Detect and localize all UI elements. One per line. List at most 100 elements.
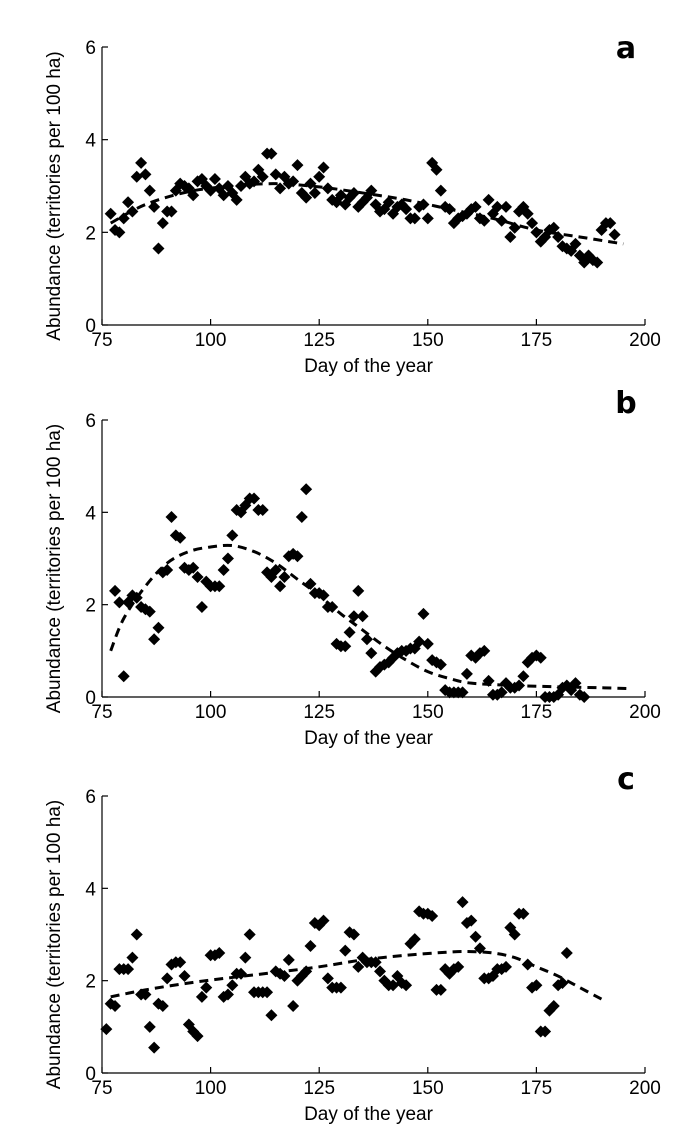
data-point — [248, 492, 261, 505]
data-point — [469, 200, 482, 213]
data-point — [304, 577, 317, 590]
data-point — [387, 979, 400, 992]
data-point — [539, 1025, 552, 1038]
data-point — [278, 570, 291, 583]
data-point — [417, 607, 430, 620]
panel-letter: a — [616, 31, 636, 66]
data-point — [191, 570, 204, 583]
data-point — [400, 203, 413, 216]
data-point — [152, 242, 165, 255]
data-point — [152, 621, 165, 634]
data-point — [291, 550, 304, 563]
data-point — [208, 173, 221, 186]
data-point — [126, 951, 139, 964]
data-point — [556, 976, 569, 989]
x-tick-label: 100 — [195, 330, 227, 351]
data-point — [343, 626, 356, 639]
data-point — [213, 946, 226, 959]
y-tick-label: 6 — [85, 38, 96, 59]
data-point — [195, 600, 208, 613]
data-point — [547, 221, 560, 234]
data-point — [274, 182, 287, 195]
x-tick-label: 175 — [521, 1078, 553, 1099]
data-point — [508, 221, 521, 234]
data-point — [200, 981, 213, 994]
data-point — [434, 184, 447, 197]
y-tick-label: 2 — [85, 972, 96, 993]
data-point — [513, 679, 526, 692]
data-point — [308, 186, 321, 199]
data-point — [300, 965, 313, 978]
data-point — [235, 967, 248, 980]
y-tick-label: 0 — [85, 688, 96, 709]
data-point — [347, 610, 360, 623]
data-point — [148, 633, 161, 646]
data-point — [213, 580, 226, 593]
data-point — [534, 651, 547, 664]
data-point — [495, 686, 508, 699]
data-point — [217, 564, 230, 577]
x-tick-label: 75 — [91, 1078, 112, 1099]
x-tick-label: 200 — [629, 330, 661, 351]
panel-a: 75 100 125 150 175 200 0 2 4 6 Day of the year Abun… — [44, 31, 661, 377]
data-point — [452, 960, 465, 973]
y-tick-label: 4 — [85, 503, 96, 524]
data-point — [430, 163, 443, 176]
data-point — [578, 691, 591, 703]
data-point — [248, 175, 261, 188]
x-tick-label: 150 — [412, 702, 444, 723]
data-point — [204, 184, 217, 197]
data-point — [334, 189, 347, 202]
x-tick-label: 200 — [629, 1078, 661, 1099]
x-tick-label: 100 — [195, 702, 227, 723]
x-tick-label: 125 — [303, 702, 335, 723]
data-point — [304, 940, 317, 953]
data-point — [517, 670, 530, 683]
panel-letter: b — [615, 386, 636, 421]
data-point — [269, 168, 282, 181]
fit-curve — [110, 949, 603, 1001]
data-point — [148, 200, 161, 213]
x-tick-label: 125 — [303, 1078, 335, 1099]
data-point — [508, 928, 521, 941]
data-point — [113, 596, 126, 609]
data-point — [469, 930, 482, 943]
data-point — [117, 212, 130, 225]
data-point — [139, 988, 152, 1001]
y-tick-label: 4 — [85, 879, 96, 900]
data-point — [287, 1000, 300, 1013]
data-point — [230, 193, 243, 206]
data-point — [243, 928, 256, 941]
panel-c: 75 100 125 150 175 200 0 2 4 6 Day of the year Abun… — [44, 762, 661, 1125]
y-axis-label: Abundance (territories per 100 ha) — [44, 51, 65, 340]
data-point — [443, 203, 456, 216]
data-point — [274, 580, 287, 593]
data-point — [195, 990, 208, 1003]
data-point — [321, 972, 334, 985]
data-point — [326, 600, 339, 613]
data-point — [421, 637, 434, 650]
data-point — [334, 981, 347, 994]
x-axis-label: Day of the year — [304, 356, 434, 377]
data-point — [413, 635, 426, 648]
data-point — [104, 207, 117, 220]
data-point — [165, 205, 178, 218]
data-point — [109, 584, 122, 597]
data-point — [130, 591, 143, 604]
data-point — [109, 1000, 122, 1013]
data-point — [417, 198, 430, 211]
data-point — [456, 686, 469, 699]
x-tick-label: 75 — [91, 330, 112, 351]
x-tick-label: 150 — [412, 1078, 444, 1099]
data-point — [174, 956, 187, 969]
x-axis-label: Day of the year — [304, 1104, 434, 1125]
data-point — [339, 944, 352, 957]
data-point — [300, 191, 313, 204]
data-point — [560, 946, 573, 959]
data-point — [165, 510, 178, 523]
data-point — [139, 168, 152, 181]
data-point — [295, 510, 308, 523]
data-point — [282, 953, 295, 966]
data-point — [499, 200, 512, 213]
